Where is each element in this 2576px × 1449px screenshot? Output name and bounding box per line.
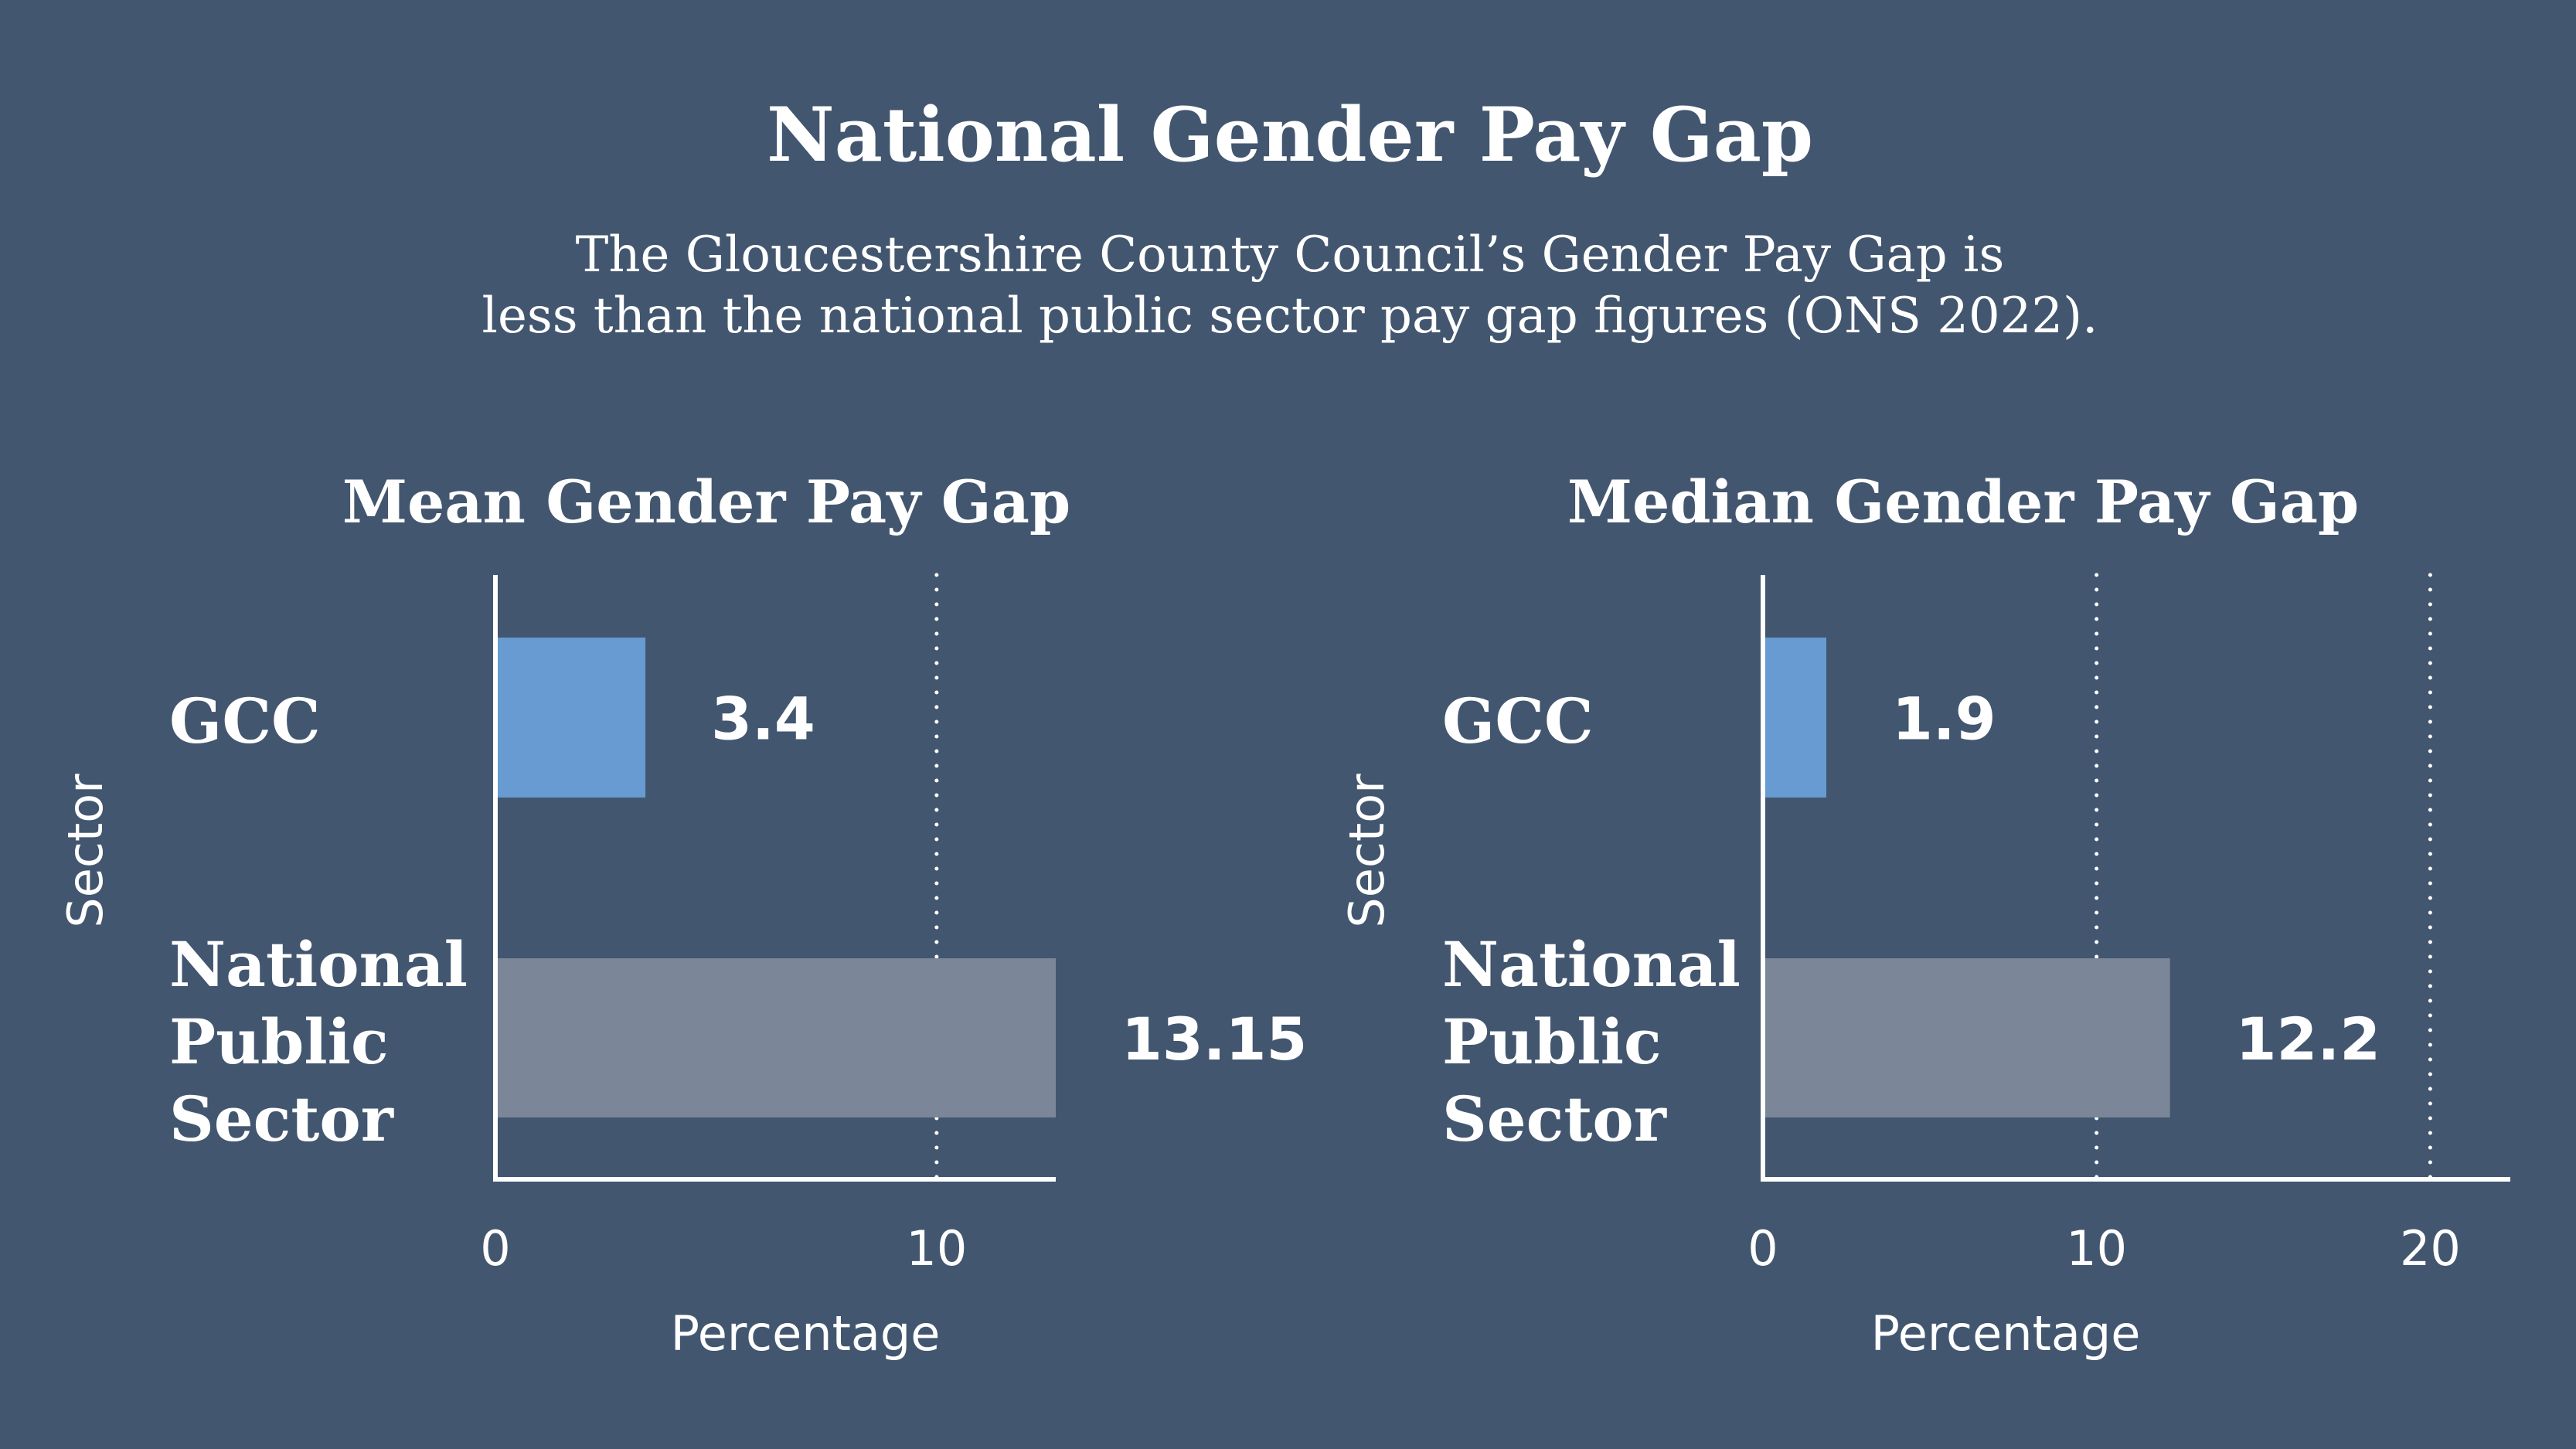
page-title: National Gender Pay Gap [767,91,1813,179]
x-tick-label: 10 [2066,1220,2127,1277]
y-tick-label-line: GCC [169,685,321,757]
bar-national-public-sector [1763,958,2170,1117]
y-tick-label: National Public Sector [1442,928,1741,1155]
subtitle-line-1: The Gloucestershire County Council’s Gen… [576,226,2005,284]
x-axis-label: Percentage [671,1305,941,1362]
chart-title: Median Gender Pay Gap [1567,468,2359,536]
y-tick-label-line: National [1442,928,1741,1001]
mean-pay-gap-chart: Mean Gender Pay Gap Sector Percentage 0 1… [57,468,1307,1362]
y-tick-label-line: Public [1442,1005,1662,1078]
x-tick-label: 20 [2400,1220,2461,1277]
y-tick-label-line: Public [169,1005,389,1078]
y-tick-label: National Public Sector [169,928,468,1155]
data-label: 13.15 [1121,1005,1307,1073]
chart-title: Mean Gender Pay Gap [342,468,1070,536]
x-tick-label: 0 [480,1220,510,1277]
data-label: 1.9 [1892,685,1996,753]
x-axis-label: Percentage [1871,1305,2141,1362]
y-tick-label: GCC [169,685,321,757]
data-label: 3.4 [711,685,815,753]
subtitle-line-2: less than the national public sector pay… [482,287,2098,345]
y-tick-label-line: GCC [1442,685,1594,757]
y-tick-label-line: Sector [169,1083,394,1155]
median-pay-gap-chart: Median Gender Pay Gap Sector Percentage … [1339,468,2510,1362]
y-axis-label: Sector [57,774,114,928]
x-tick-label: 0 [1747,1220,1778,1277]
y-tick-label: GCC [1442,685,1594,757]
y-tick-label-line: National [169,928,468,1001]
y-axis-label: Sector [1339,774,1395,928]
bar-gcc [1763,638,1827,798]
y-tick-label-line: Sector [1442,1083,1667,1155]
bar-national-public-sector [495,958,1056,1117]
data-label: 12.2 [2236,1005,2381,1073]
bar-gcc [495,638,646,798]
x-tick-label: 10 [906,1220,967,1277]
